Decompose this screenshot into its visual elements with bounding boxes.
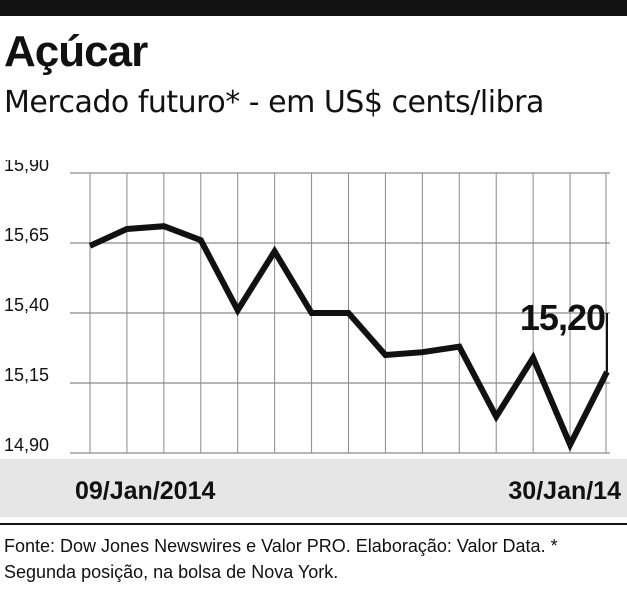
chart-subtitle: Mercado futuro* - em US$ cents/libra [4, 85, 544, 120]
y-tick-label: 15,65 [4, 225, 49, 245]
last-value-label: 15,20 [520, 297, 605, 338]
line-chart: 15,90 15,65 15,40 15,15 14,90 09/Jan/2014 30/J… [0, 160, 627, 517]
top-rule [0, 0, 627, 16]
y-tick-label: 15,15 [4, 365, 49, 385]
x-axis-band [0, 459, 627, 517]
y-tick-label: 15,40 [4, 295, 49, 315]
source-note: Fonte: Dow Jones Newswires e Valor PRO. … [4, 536, 558, 582]
x-end-label: 30/Jan/14 [508, 477, 621, 505]
y-tick-label: 15,90 [4, 160, 49, 175]
x-start-label: 09/Jan/2014 [75, 477, 215, 505]
chart-title: Açúcar [4, 27, 148, 76]
y-tick-label: 14,90 [4, 435, 49, 455]
footer-separator [0, 523, 627, 525]
